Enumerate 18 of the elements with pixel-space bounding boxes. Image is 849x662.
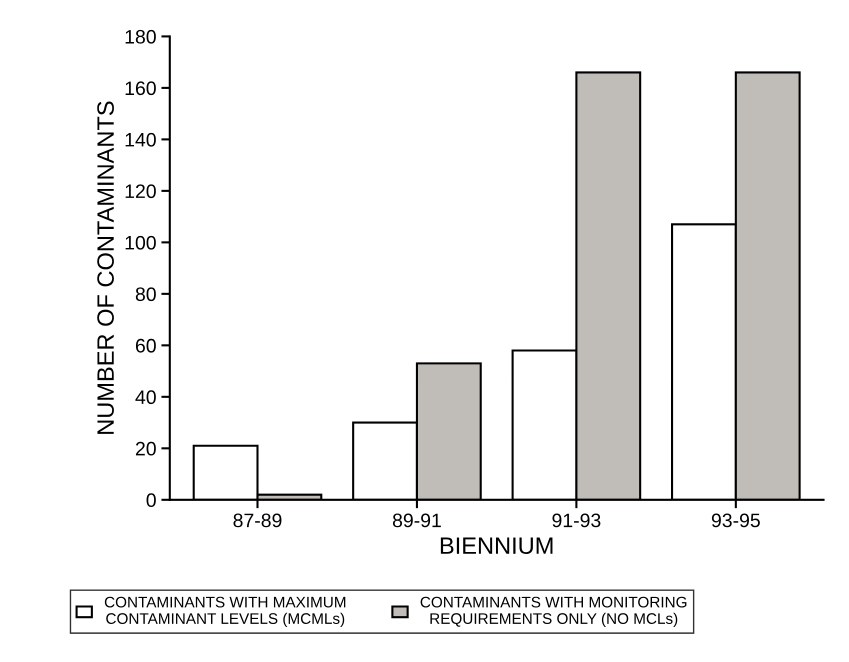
x-tick-label: 87-89 bbox=[233, 514, 282, 528]
y-tick-label: 160 bbox=[126, 81, 156, 96]
y-tick-label: 60 bbox=[136, 338, 156, 353]
y-tick-label: 20 bbox=[136, 442, 156, 456]
y-tick-label: 120 bbox=[126, 184, 156, 198]
x-tick-label: 89-91 bbox=[392, 514, 441, 528]
y-tick-label: 100 bbox=[126, 236, 156, 250]
legend-label: CONTAMINANTS WITH MAXIMUM CONTAMINANT LEVELS (MCMLs) bbox=[104, 596, 346, 627]
x-tick-label: 91-93 bbox=[552, 514, 600, 528]
x-axis-title: BIENNIUM bbox=[440, 538, 552, 554]
legend-label: CONTAMINANTS WITH MONITORING REQUIREMENTS ONLY (NO MCLs) bbox=[420, 596, 686, 627]
y-axis-title: NUMBER OF CONTAMINANTS bbox=[97, 102, 114, 434]
y-tick-label: 80 bbox=[136, 287, 156, 302]
x-tick-label: 93-95 bbox=[712, 514, 760, 528]
y-tick-label: 140 bbox=[126, 132, 156, 147]
y-tick-label: 0 bbox=[146, 493, 156, 508]
y-tick-label: 40 bbox=[135, 390, 156, 404]
y-tick-label: 180 bbox=[126, 30, 156, 44]
